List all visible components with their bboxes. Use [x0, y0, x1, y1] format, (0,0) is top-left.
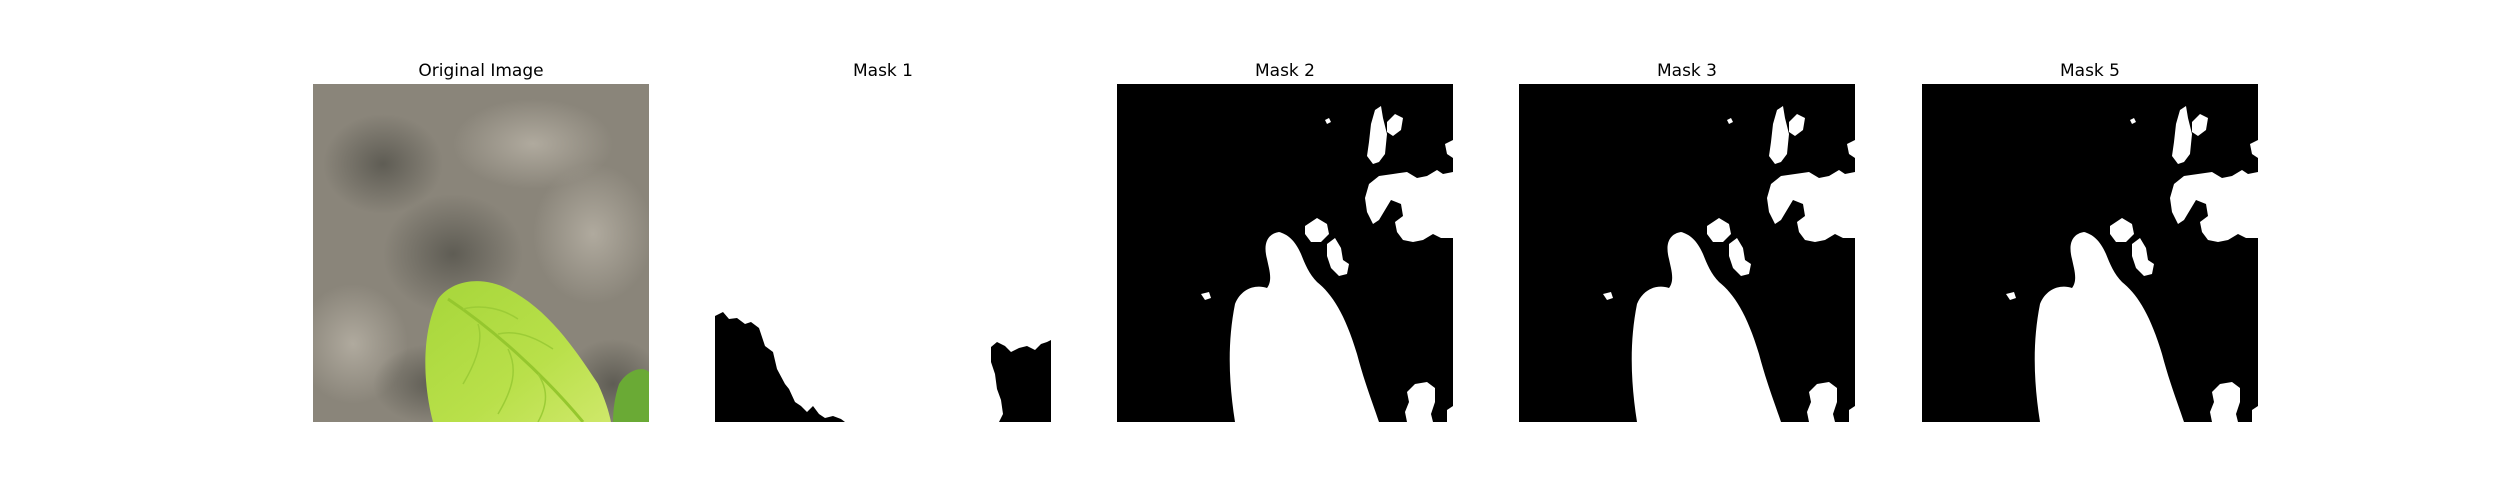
mask-shapes	[1519, 84, 1855, 422]
mask-2-title: Mask 2	[1254, 61, 1315, 81]
mask-3-image	[1519, 84, 1855, 422]
mask-5-title: Mask 5	[2059, 61, 2120, 81]
mask-1-title: Mask 1	[852, 61, 913, 81]
mask-1-image	[715, 84, 1051, 422]
mask-5-image	[1922, 84, 2258, 422]
original-image	[313, 84, 649, 422]
mask-shapes	[1922, 84, 2258, 422]
original-image-title: Original Image	[418, 61, 544, 81]
mask-3-title: Mask 3	[1656, 61, 1717, 81]
mask-shapes	[1117, 84, 1453, 422]
mask-2-image	[1117, 84, 1453, 422]
